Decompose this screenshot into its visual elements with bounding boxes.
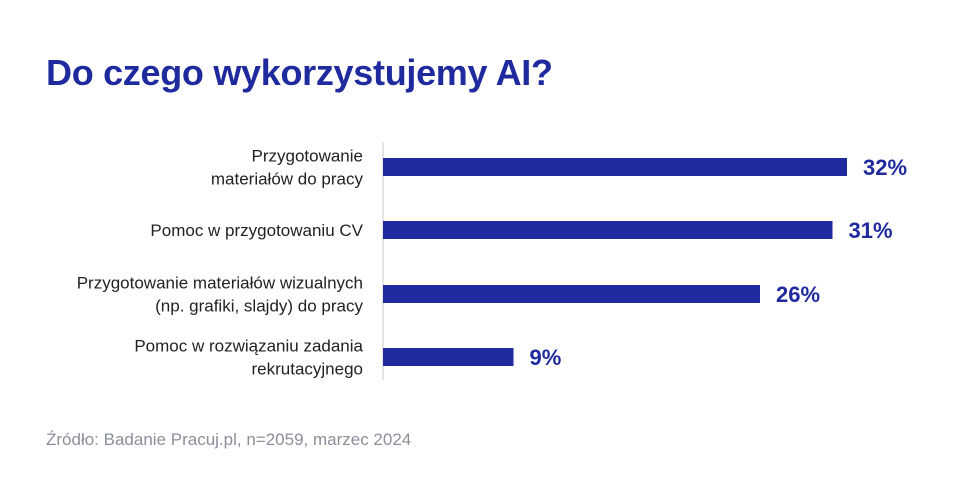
value-label-4: 9% — [530, 345, 562, 370]
category-label-1-line-2: materiałów do pracy — [211, 170, 364, 189]
value-label-1: 32% — [863, 155, 907, 180]
category-label-4-line-1: Pomoc w rozwiązaniu zadania — [134, 337, 363, 356]
bar-2 — [383, 221, 833, 239]
bar-3 — [383, 285, 760, 303]
bar-chart: Przygotowanie materiałów do pracy Pomoc w … — [77, 142, 908, 380]
category-label-2-line-1: Pomoc w przygotowaniu CV — [150, 221, 363, 240]
bar-4 — [383, 348, 514, 366]
value-label-3: 26% — [776, 282, 820, 307]
category-label-3-line-1: Przygotowanie materiałów wizualnych — [77, 274, 363, 293]
value-labels: 32% 31% 26% 9% — [530, 155, 908, 370]
value-label-2: 31% — [849, 218, 893, 243]
chart-title: Do czego wykorzystujemy AI? — [46, 52, 553, 93]
bars-layer — [383, 158, 847, 366]
category-label-3-line-2: (np. grafiki, slajdy) do pracy — [155, 297, 363, 316]
category-label-1-line-1: Przygotowanie — [251, 147, 363, 166]
category-label-4-line-2: rekrutacyjnego — [251, 360, 363, 379]
bar-1 — [383, 158, 847, 176]
source-note: Źródło: Badanie Pracuj.pl, n=2059, marze… — [46, 430, 412, 449]
category-labels: Przygotowanie materiałów do pracy Pomoc w … — [77, 147, 364, 379]
